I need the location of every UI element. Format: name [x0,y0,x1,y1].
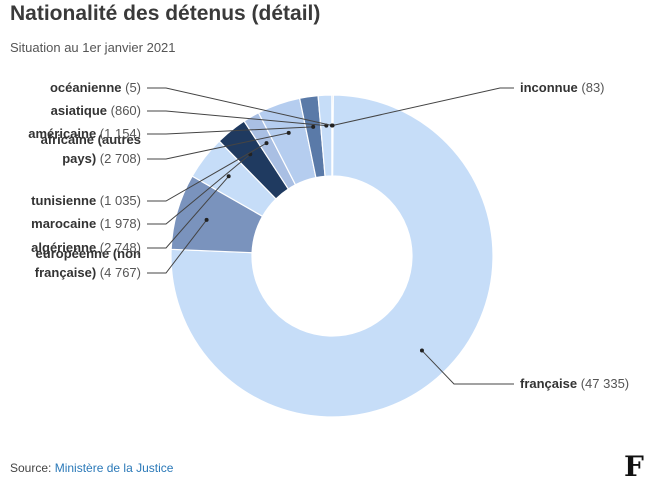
source-link[interactable]: Ministère de la Justice [54,461,174,475]
le-figaro-logo: F [624,450,644,483]
leader-tunisienne [147,142,267,202]
leader-dot-francaise [419,348,424,353]
label-value: (47 335) [577,376,629,391]
label-algerienne: algérienne (2 748) [31,240,141,255]
label-name: océanienne [50,80,122,95]
leader-algerienne [147,175,230,249]
label-name: algérienne [31,240,96,255]
leader-lines [147,87,514,385]
label-name: tunisienne [31,193,96,208]
label-value: (5) [122,80,142,95]
label-africaine-autres-pays: africaine (autres pays) (2 708) [41,132,141,166]
label-marocaine: marocaine (1 978) [31,216,141,231]
label-name: européenne (non [36,246,142,261]
donut-slices [170,94,494,418]
leader-dot-tunisienne [264,141,269,146]
label-value: (2 748) [96,240,141,255]
label-name: française) [35,265,96,280]
label-name: inconnue [520,80,578,95]
label-americaine: américaine (1 154) [28,126,141,141]
label-value: (1 978) [96,216,141,231]
leader-asiatique [147,110,327,127]
label-name: américaine [28,126,96,141]
label-francaise: française (47 335) [520,376,629,391]
label-value: (1 154) [96,126,141,141]
leader-dot-oceanienne [329,123,334,128]
label-name: asiatique [51,103,107,118]
chart-subtitle: Situation au 1er janvier 2021 [10,40,176,55]
leader-marocaine [147,153,251,225]
leader-oceanienne [147,87,333,126]
label-tunisienne: tunisienne (1 035) [31,193,141,208]
label-name: africaine (autres [41,132,141,147]
leader-dot-americaine [311,124,316,129]
slice-francaise[interactable] [170,94,494,418]
label-name: marocaine [31,216,96,231]
label-europeenne-non-francaise: européenne (non française) (4 767) [35,246,141,280]
label-value: (1 035) [96,193,141,208]
leader-dot-algerienne [226,174,231,179]
label-name: française [520,376,577,391]
leader-inconnue [332,87,514,126]
leader-europeenne-non-francaise [147,219,207,274]
leader-francaise [421,350,514,385]
slice-labels: inconnue (83) française (47 335) européenn… [28,80,629,391]
label-inconnue: inconnue (83) [520,80,605,95]
leader-dot-europeenne-non-francaise [204,217,209,222]
label-value: (2 708) [96,151,141,166]
label-value: (4 767) [96,265,141,280]
label-asiatique: asiatique (860) [51,103,141,118]
chart-title: Nationalité des détenus (détail) [10,2,321,25]
label-oceanienne: océanienne (5) [50,80,141,95]
source-line: Source: Ministère de la Justice [10,461,173,475]
source-prefix: Source: [10,461,55,475]
label-value: (860) [107,103,141,118]
leader-americaine [147,126,314,135]
label-name: pays) [62,151,96,166]
leader-dot-africaine-autres-pays [286,130,291,135]
label-value: (83) [578,80,605,95]
leader-africaine-autres-pays [147,132,289,160]
